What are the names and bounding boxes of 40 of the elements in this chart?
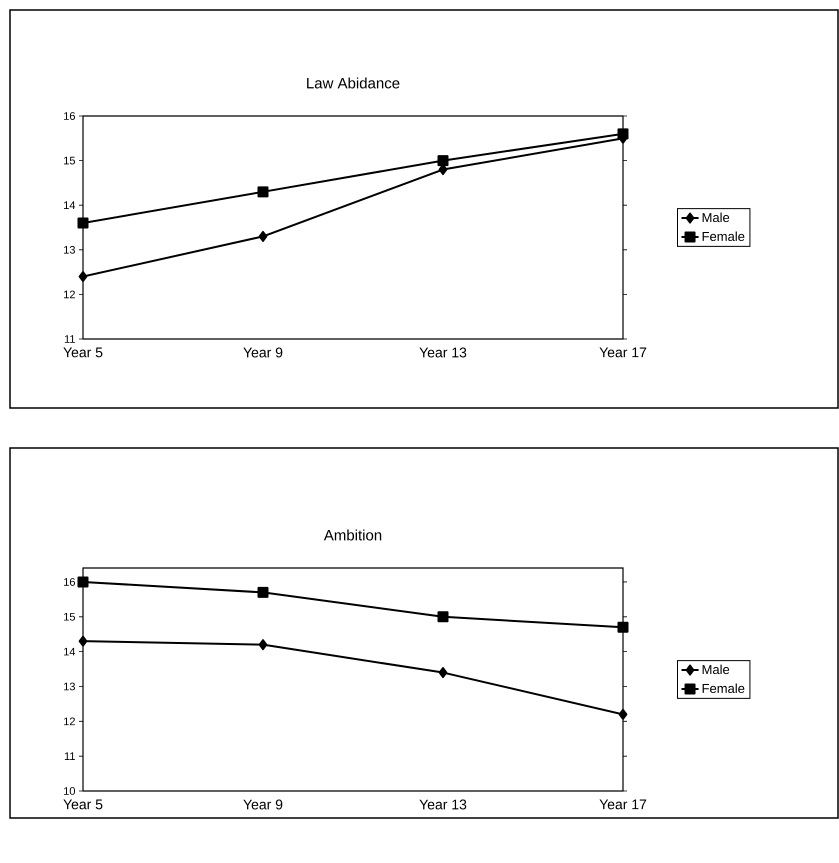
x-tick-label: Year 17 — [599, 348, 646, 358]
point — [258, 230, 268, 242]
y-tick-label: 16 — [64, 578, 75, 586]
x-tick-label: Year 9 — [243, 348, 282, 358]
chart-title: Ambition — [324, 529, 382, 540]
y-tick-label: 10 — [64, 787, 76, 795]
point — [258, 186, 268, 198]
legend-label: Female — [702, 232, 744, 242]
point — [78, 576, 88, 588]
y-tick-label: 12 — [64, 290, 75, 298]
legend-label: Male — [702, 212, 730, 222]
legend-label: Female — [702, 684, 744, 694]
y-tick-label: 15 — [64, 612, 75, 621]
chart-title: Law Abidance — [307, 77, 400, 88]
y-tick-label: 14 — [64, 648, 76, 656]
x-tick-label: Year 17 — [599, 800, 646, 810]
y-tick-label: 11 — [64, 752, 75, 760]
y-tick-label: 14 — [64, 201, 76, 209]
point — [78, 271, 88, 282]
x-tick-label: Year 13 — [419, 348, 466, 358]
point — [78, 636, 88, 647]
point — [618, 622, 628, 633]
point — [258, 639, 268, 650]
x-tick-label: Year 9 — [243, 800, 282, 810]
legend-label: Male — [702, 664, 730, 674]
point — [438, 667, 448, 678]
point — [438, 611, 448, 622]
point — [258, 586, 268, 598]
x-tick-label: Year 13 — [419, 800, 466, 810]
y-tick-label: 13 — [64, 682, 75, 690]
y-tick-label: 11 — [64, 335, 75, 343]
point — [78, 218, 88, 229]
y-tick-label: 13 — [64, 246, 75, 254]
point — [438, 155, 448, 166]
y-tick-label: 15 — [64, 156, 75, 164]
y-tick-label: 16 — [64, 112, 75, 120]
x-tick-label: Year 5 — [63, 800, 102, 810]
y-tick-label: 12 — [64, 717, 75, 726]
x-tick-label: Year 5 — [63, 348, 102, 358]
point — [618, 708, 628, 720]
